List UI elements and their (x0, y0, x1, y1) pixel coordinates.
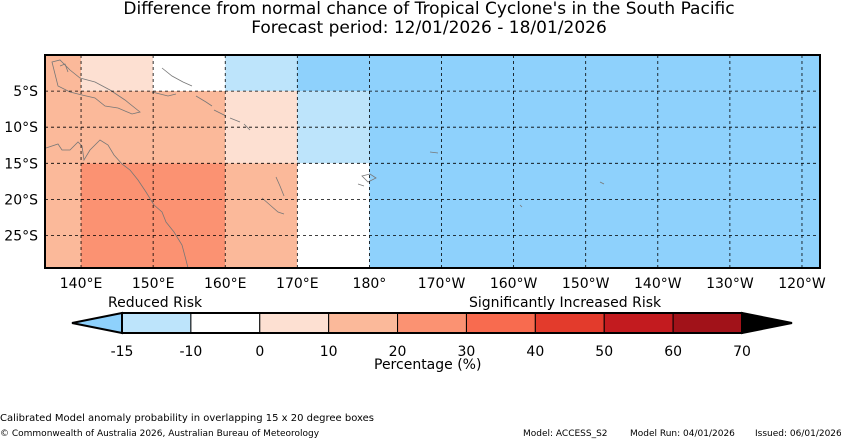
chart-title-line2: Forecast period: 12/01/2026 - 18/01/2026 (251, 18, 607, 38)
latitude-label: 20°S (4, 192, 38, 208)
colorbar-tick-label: 30 (458, 344, 476, 360)
model-name: Model: ACCESS_S2 (523, 429, 608, 439)
issued-date: Issued: 06/01/2026 (755, 429, 841, 439)
colorbar-tick-label: 60 (664, 344, 682, 360)
colorbar-under-triangle (71, 311, 123, 335)
colorbar-bin (190, 312, 261, 334)
anomaly-cell (297, 127, 370, 164)
anomaly-cell (225, 163, 298, 268)
reduced-risk-label: Reduced Risk (108, 295, 203, 311)
longitude-label: 130°W (706, 276, 754, 292)
colorbar-axis-title: Percentage (%) (374, 357, 482, 373)
latitude-label: 10°S (4, 120, 38, 136)
latitude-label: 15°S (4, 156, 38, 172)
colorbar-tick-label: 10 (320, 344, 338, 360)
anomaly-cell (225, 55, 298, 92)
chart-title-line1: Difference from normal chance of Tropica… (123, 0, 735, 19)
longitude-label: 160°W (490, 276, 538, 292)
copyright: © Commonwealth of Australia 2026, Austra… (0, 429, 320, 439)
colorbar-tick-labels: -15 -10 0 10 20 30 40 50 60 70 (111, 344, 751, 360)
anomaly-cell (297, 55, 821, 92)
anomaly-cell (45, 55, 82, 92)
longitude-label: 170°W (418, 276, 466, 292)
colorbar-bin (603, 312, 674, 334)
colorbar-bin (534, 312, 605, 334)
colorbar-over-triangle (741, 311, 793, 335)
colorbar-bin (672, 312, 743, 334)
longitude-label: 140°W (634, 276, 682, 292)
longitude-tick-labels: 140°E 150°E 160°E 170°E 180° 170°W 160°W 150°W 1… (60, 276, 826, 292)
anomaly-cells (45, 55, 821, 269)
map-panel: 140°E 150°E 160°E 170°E 180° 170°W 160°W 150°W 1… (4, 54, 826, 292)
colorbar-bin (465, 312, 536, 334)
colorbar-bin (259, 312, 330, 334)
increased-risk-label: Significantly Increased Risk (469, 295, 662, 311)
colorbar-frame (121, 312, 743, 334)
colorbar-tick-label: 0 (255, 344, 264, 360)
coastlines (45, 59, 605, 269)
longitude-label: 150°W (562, 276, 610, 292)
anomaly-cell (369, 91, 820, 269)
colorbar-tick-label: -15 (111, 344, 134, 360)
colorbar-tick-label: -10 (179, 344, 202, 360)
longitude-label: 140°E (60, 276, 103, 292)
anomaly-cell (297, 91, 370, 128)
longitude-label: 160°E (204, 276, 247, 292)
colorbar-bin (397, 312, 467, 334)
longitude-label: 170°E (276, 276, 319, 292)
colorbar-bin (121, 312, 192, 334)
latitude-tick-labels: 5°S 10°S 15°S 20°S 25°S (4, 84, 38, 244)
anomaly-cell (153, 55, 226, 92)
anomaly-cell (45, 163, 82, 268)
longitude-label: 180° (353, 276, 387, 292)
anomaly-cell (297, 163, 370, 268)
colorbar-tick-label: 20 (389, 344, 407, 360)
anomaly-cell (81, 55, 154, 92)
colorbar-bin (328, 312, 399, 334)
latitude-label: 25°S (4, 229, 38, 245)
model-run: Model Run: 04/01/2026 (630, 429, 735, 439)
latitude-label: 5°S (13, 84, 38, 100)
colorbar-tick-label: 70 (733, 344, 751, 360)
longitude-label: 120°W (778, 276, 826, 292)
longitude-label: 150°E (132, 276, 175, 292)
colorbar: -15 -10 0 10 20 30 40 50 60 70 (71, 311, 793, 360)
anomaly-cell (81, 163, 226, 268)
colorbar-tick-label: 40 (526, 344, 544, 360)
colorbar-tick-label: 50 (595, 344, 613, 360)
footnote: Calibrated Model anomaly probability in … (0, 413, 375, 424)
map-frame (44, 54, 821, 269)
